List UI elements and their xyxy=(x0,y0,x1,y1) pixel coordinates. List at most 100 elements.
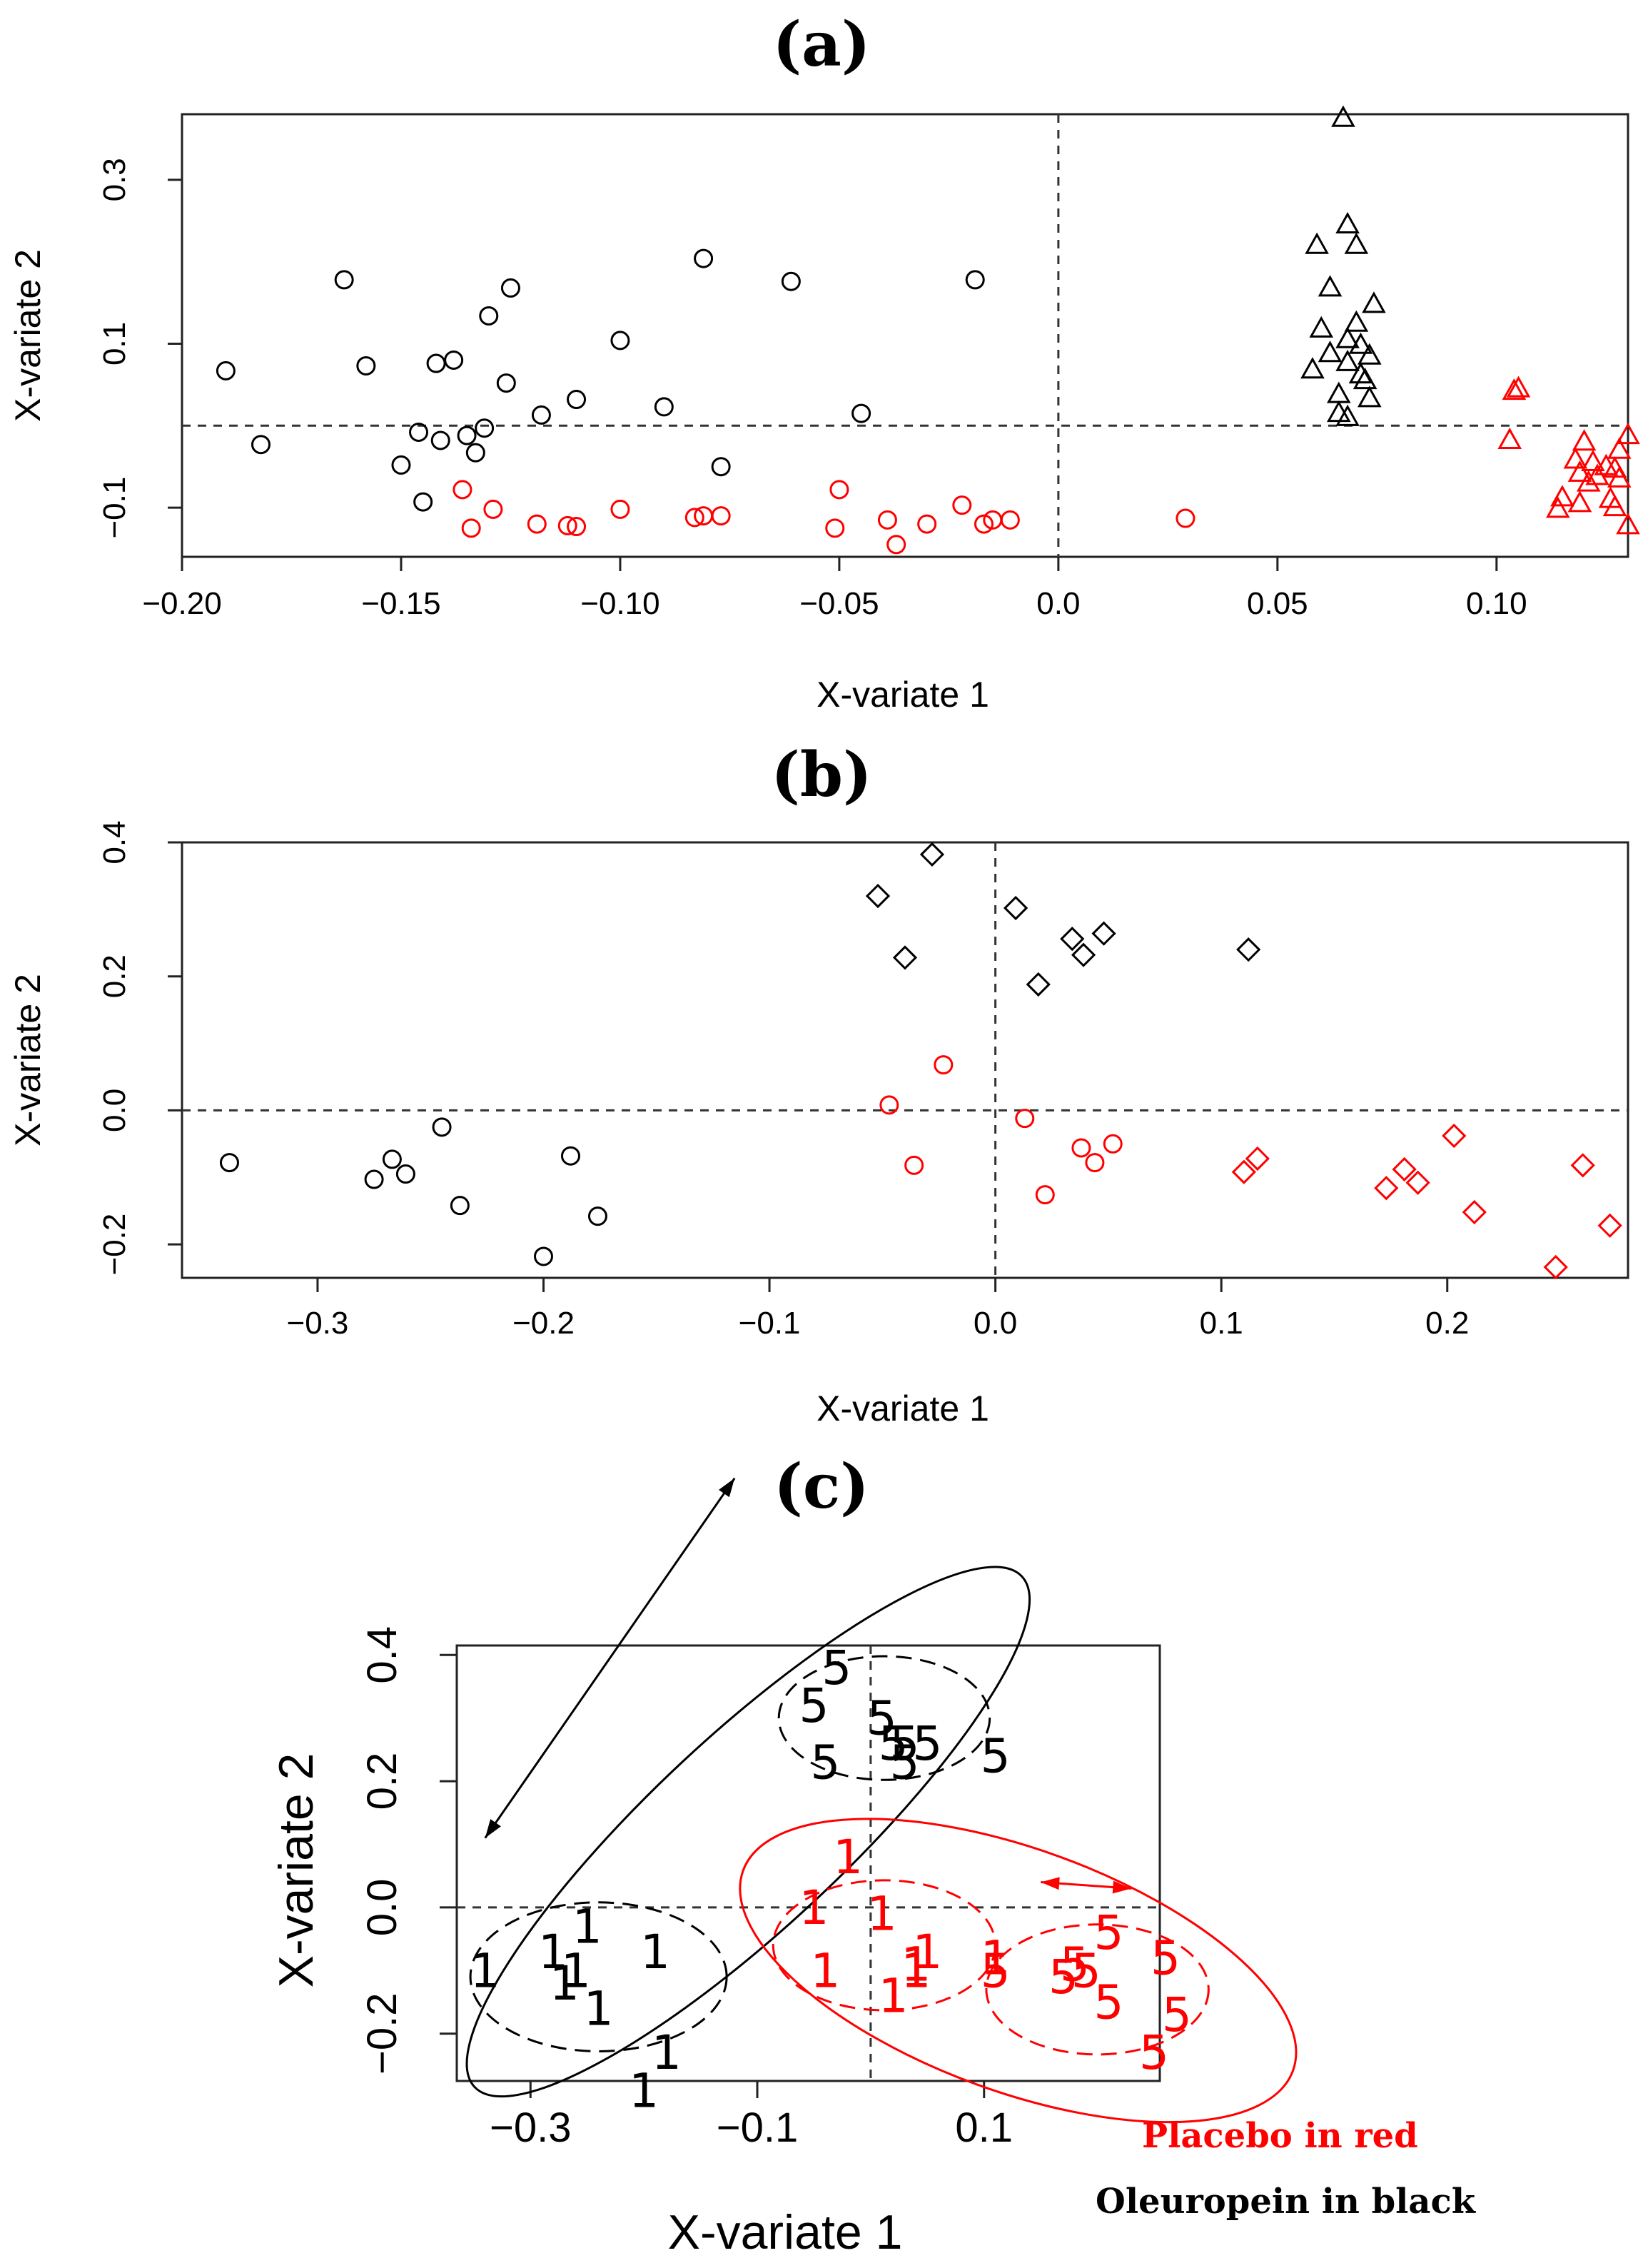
panel-b: (b) −0.3 −0.2 −0.1 0.0 0.1 0.2 −0.2 0.0 0.2 0.4 X… xyxy=(8,739,1629,1428)
panel-a-points xyxy=(216,105,1640,555)
data-point-diamond xyxy=(1060,927,1085,952)
x-tick-label: 0.0 xyxy=(1036,586,1080,621)
data-point-circle xyxy=(382,1149,402,1169)
data-point-circle xyxy=(527,514,547,534)
data-point-triangle xyxy=(1506,376,1531,398)
panel-c-ellipses xyxy=(465,1566,1298,2124)
data-point-label: 1 xyxy=(572,1899,602,1954)
x-tick-label: −0.15 xyxy=(361,586,440,621)
y-tick-label: 0.2 xyxy=(97,954,132,998)
confidence-ellipse xyxy=(772,1879,997,2012)
data-point-label: 1 xyxy=(550,1956,580,2011)
data-point-circle xyxy=(1015,1109,1035,1129)
data-point-diamond xyxy=(1392,1156,1417,1182)
x-tick-label: 0.0 xyxy=(974,1306,1017,1341)
data-point-label: 1 xyxy=(879,1969,909,2024)
data-point-diamond xyxy=(1091,921,1116,946)
panel-c-x-axis-title: X-variate 1 xyxy=(668,2205,903,2259)
data-point-circle xyxy=(934,1055,954,1075)
y-tick-label: 0.3 xyxy=(97,158,132,201)
confidence-ellipse xyxy=(985,1923,1210,2056)
data-point-diamond xyxy=(1570,1153,1595,1178)
data-point-circle xyxy=(216,361,236,380)
data-point-circle xyxy=(829,480,849,500)
data-point-label: 5 xyxy=(981,1943,1011,1998)
data-point-triangle xyxy=(1335,326,1360,348)
x-tick-label: −0.1 xyxy=(739,1306,801,1341)
data-point-circle xyxy=(475,418,495,438)
data-point-circle xyxy=(219,1153,239,1173)
data-point-triangle xyxy=(1335,404,1360,426)
data-point-label: 5 xyxy=(890,1716,920,1771)
data-point-circle xyxy=(610,331,630,351)
y-tick-label: 0.0 xyxy=(359,1879,405,1937)
data-point-triangle xyxy=(1348,332,1373,354)
data-point-circle xyxy=(395,1164,415,1184)
data-point-label: 1 xyxy=(584,1981,614,2036)
confidence-ellipse xyxy=(739,1818,1298,2124)
data-point-diamond xyxy=(1236,937,1261,962)
data-point-label: 5 xyxy=(867,1691,897,1746)
data-point-triangle xyxy=(1353,368,1377,390)
data-point-label: 1 xyxy=(561,1943,591,1998)
confidence-ellipse xyxy=(777,1655,991,1781)
data-point-circle xyxy=(531,405,551,425)
panel-b-y-axis-title: X-variate 2 xyxy=(8,974,48,1146)
data-point-triangle xyxy=(1362,291,1386,313)
data-point-label: 1 xyxy=(833,1830,863,1885)
data-point-triangle xyxy=(1572,429,1597,451)
panel-a-x-axis-title: X-variate 1 xyxy=(817,675,989,715)
data-point-circle xyxy=(781,271,801,291)
panel-c-axes: −0.3 −0.1 0.1 −0.2 0.0 0.2 0.4 xyxy=(359,1626,1160,2151)
arrow-head xyxy=(485,1819,501,1838)
arrow-head xyxy=(1041,1877,1060,1890)
data-point-triangle xyxy=(1585,463,1609,485)
x-tick-label: 0.1 xyxy=(1200,1306,1243,1341)
panel-c-plot-frame xyxy=(455,1644,1161,2082)
panel-c: (c) −0.3 −0.1 0.1−0.20.00.20.4 1 1111111155… xyxy=(269,1451,1477,2259)
data-point-circle xyxy=(432,1117,452,1137)
panel-b-label: (b) xyxy=(771,739,872,811)
data-point-diamond xyxy=(1003,895,1028,921)
data-point-circle xyxy=(457,425,477,445)
data-point-label: 1 xyxy=(629,2063,659,2118)
x-tick-label: 0.10 xyxy=(1466,586,1527,621)
data-point-label: 1 xyxy=(912,1925,942,1980)
data-point-diamond xyxy=(865,883,891,909)
data-point-circle xyxy=(904,1155,924,1175)
data-point-label: 1 xyxy=(901,1937,931,1992)
data-point-label: 5 xyxy=(890,1735,920,1790)
data-point-circle xyxy=(587,1206,607,1226)
data-point-circle xyxy=(610,499,630,519)
data-point-label: 5 xyxy=(1094,1905,1124,1960)
data-point-label: 5 xyxy=(1094,1975,1124,2030)
data-point-triangle xyxy=(1576,470,1601,492)
data-point-circle xyxy=(711,457,731,477)
data-point-label: 5 xyxy=(981,1729,1011,1784)
data-point-circle xyxy=(1103,1134,1123,1154)
data-point-label: 5 xyxy=(912,1716,942,1771)
data-point-label: 1 xyxy=(640,1925,670,1980)
data-point-triangle xyxy=(1344,310,1369,332)
data-point-circle xyxy=(567,390,587,410)
data-point-circle xyxy=(886,535,906,555)
arrow-head xyxy=(1112,1880,1132,1894)
data-point-label: 1 xyxy=(470,1943,500,1998)
data-point-triangle xyxy=(1563,447,1588,469)
panel-c-arrows xyxy=(484,1477,1132,1894)
x-tick-label: −0.1 xyxy=(717,2105,799,2151)
data-point-triangle xyxy=(1335,349,1360,371)
data-point-circle xyxy=(654,397,674,417)
data-point-circle xyxy=(430,430,450,450)
data-point-triangle xyxy=(1607,437,1632,459)
data-point-diamond xyxy=(1597,1213,1622,1238)
data-point-label: 5 xyxy=(810,1735,840,1790)
data-point-circle xyxy=(413,492,433,512)
y-tick-label: −0.2 xyxy=(97,1214,132,1276)
data-point-circle xyxy=(1071,1138,1091,1158)
x-tick-label: −0.3 xyxy=(490,2105,572,2151)
data-point-diamond xyxy=(892,945,918,970)
panel-a-plot-frame xyxy=(181,113,1629,558)
data-point-circle xyxy=(1035,1185,1055,1205)
